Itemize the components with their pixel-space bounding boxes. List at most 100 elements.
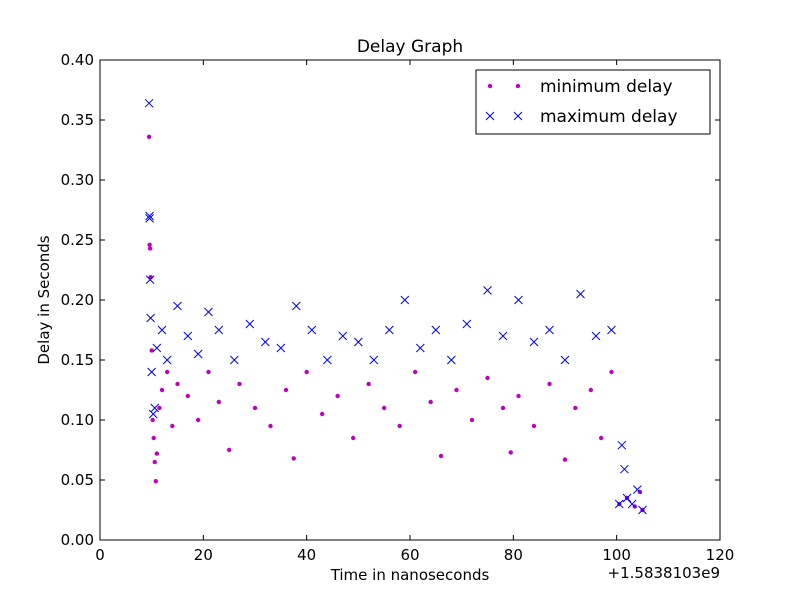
maximum-delay-point (622, 493, 632, 503)
minimum-delay-point (304, 369, 309, 375)
minimum-delay-point (237, 381, 242, 387)
minimum-delay-point (397, 423, 402, 429)
minimum-delay-point (500, 405, 506, 411)
x-axis-offset-label: +1.5838103e9 (608, 564, 720, 582)
minimum-delay-point (381, 405, 387, 411)
maximum-delay-point (431, 325, 441, 335)
minimum-delay-point (609, 369, 614, 375)
maximum-delay-point (338, 331, 348, 341)
maximum-delay-point (446, 355, 456, 365)
y-tick-label: 0.40 (61, 51, 94, 69)
minimum-delay-point (547, 381, 552, 387)
legend-maximum-x-1 (485, 111, 495, 121)
minimum-delay-point (335, 393, 340, 399)
minimum-delay-point (588, 387, 594, 393)
minimum-delay-point (268, 423, 273, 429)
axis-ticks: 0 20 40 60 80 100 120 0.00 0.05 0.10 0.15 0.20 0.25 0… (61, 51, 735, 564)
y-tick-label: 0.25 (61, 231, 94, 249)
minimum-delay-point (154, 451, 160, 456)
maximum-delay-point (400, 295, 410, 305)
maximum-delay-point (245, 319, 255, 329)
x-tick-label: 120 (706, 546, 735, 564)
minimum-delay-point (291, 456, 296, 461)
minimum-delay-point (454, 387, 459, 393)
x-tick-label: 60 (400, 546, 419, 564)
maximum-delay-point (498, 331, 508, 341)
maximum-delay-point (150, 403, 160, 413)
y-tick-label: 0.10 (61, 411, 94, 429)
minimum-delay-point (531, 423, 537, 429)
maximum-delay-point (307, 325, 317, 335)
y-tick-label: 0.15 (61, 351, 94, 369)
maximum-delay-point (145, 214, 154, 223)
maximum-delay-point (462, 319, 472, 329)
y-tick-label: 0.00 (61, 531, 94, 549)
x-tick-label: 80 (504, 546, 523, 564)
minimum-delay-point (185, 393, 191, 399)
minimum-delay-point (366, 381, 371, 387)
minimum-delay-point (350, 435, 356, 441)
minimum-delay-point (175, 381, 180, 387)
maximum-delay-point (620, 464, 629, 474)
x-tick-label: 40 (297, 546, 316, 564)
maximum-delay-point (415, 343, 425, 353)
maximum-delay-point (560, 355, 570, 365)
maximum-delay-point (144, 98, 154, 108)
minimum-delay-point (170, 423, 175, 429)
maximum-delay-point (204, 307, 213, 317)
minimum-delay-point (226, 447, 232, 453)
minimum-delay-point (428, 399, 433, 405)
minimum-delay-point (216, 399, 222, 405)
maximum-delay-point (617, 440, 627, 450)
x-tick-label: 0 (95, 546, 105, 564)
maximum-delay-point (183, 331, 193, 341)
maximum-delay-point (576, 289, 585, 299)
maximum-delay-point (614, 499, 624, 509)
minimum-delay-point (516, 393, 521, 399)
minimum-delay-point (147, 242, 152, 247)
minimum-delay-point (147, 246, 153, 251)
maximum-delay-point (627, 499, 637, 509)
legend-box (475, 69, 711, 135)
minimum-delay-point (206, 369, 211, 375)
x-tick-label: 20 (194, 546, 213, 564)
maximum-delay-point (607, 325, 616, 335)
minimum-delay-point (150, 417, 155, 423)
maximum-delay-point (545, 325, 554, 335)
minimum-delay-point (508, 450, 513, 455)
maximum-delay-point (162, 355, 172, 365)
maximum-delay-point (148, 409, 158, 419)
maximum-delay-point (145, 211, 154, 221)
minimum-delay-point (157, 405, 162, 411)
maximum-delay-point (353, 337, 363, 347)
legend-minimum-dot-1 (487, 83, 493, 89)
y-tick-label: 0.30 (61, 171, 94, 189)
minimum-delay-point (153, 479, 158, 484)
maximum-delay-point (591, 331, 601, 341)
y-tick-label: 0.20 (61, 291, 94, 309)
maximum-delay-point (152, 343, 162, 353)
y-axis-label: Delay in Seconds (35, 235, 53, 364)
maximum-delay-point (146, 313, 155, 323)
maximum-delay-point (193, 349, 203, 359)
legend-minimum-dot-2 (515, 83, 521, 89)
minimum-delay-point (252, 405, 258, 411)
maximum-delay-point (291, 301, 301, 311)
minimum-delay-point (151, 435, 156, 441)
maximum-delay-point (638, 505, 647, 515)
minimum-delay-point (485, 375, 490, 381)
x-axis-label: Time in nanoseconds (330, 566, 490, 584)
maximum-delay-point (369, 355, 379, 365)
minimum-delay-point (195, 417, 201, 423)
minimum-delay-point (438, 453, 444, 459)
minimum-delay-point (159, 387, 165, 393)
legend: minimum delay maximum delay (475, 69, 711, 135)
maximum-delay-point (147, 367, 157, 377)
maximum-delay-point (173, 301, 182, 311)
data-points (144, 98, 647, 515)
maximum-delay-point (529, 337, 539, 347)
maximum-delay-point (260, 337, 270, 347)
chart-title: Delay Graph (357, 37, 463, 57)
y-tick-label: 0.05 (61, 471, 94, 489)
